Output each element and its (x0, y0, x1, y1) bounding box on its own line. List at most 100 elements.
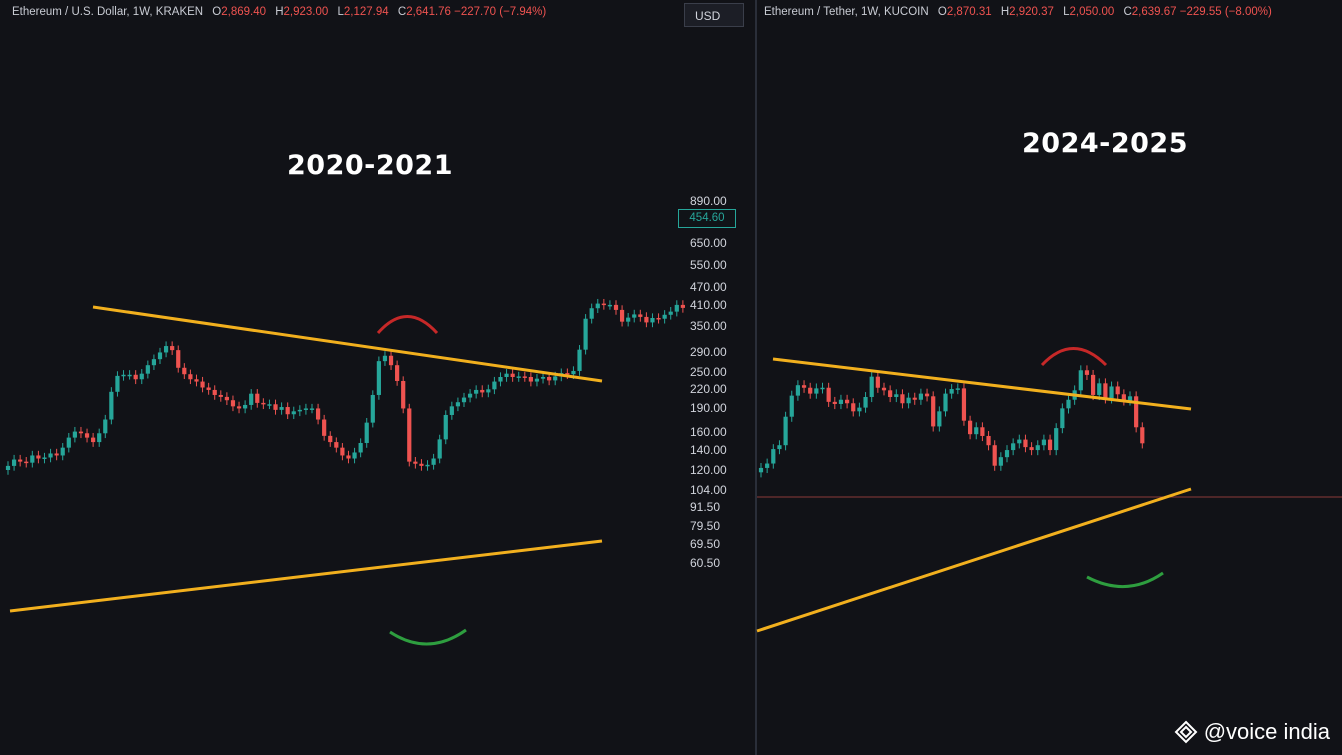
right-series-candle (1091, 374, 1096, 395)
left-series-candle (5, 465, 11, 471)
right-series-candle (1127, 396, 1133, 401)
left-series-candle (340, 447, 345, 456)
watermark: @voice india (1174, 719, 1330, 745)
left-series-candle (547, 376, 552, 381)
left-series-candle (498, 376, 503, 382)
left-series-candle (516, 376, 521, 378)
left-series-candle (613, 304, 619, 310)
currency-button[interactable]: USD (684, 3, 744, 27)
right-series-candle (961, 388, 967, 421)
left-series-candle (577, 349, 582, 371)
right-series-candle (857, 407, 862, 412)
left-series-candle (352, 452, 357, 459)
left-series-candle (632, 314, 637, 318)
right-symbol: Ethereum / Tether, 1W, KUCOIN (764, 6, 929, 18)
left-series-candle (188, 374, 193, 380)
right-o-label: O (937, 6, 947, 18)
right-series-candle (1121, 394, 1126, 401)
price-axis-label: 60.50 (690, 555, 721, 570)
left-series-candle (163, 346, 169, 353)
right-series-candle (1004, 450, 1010, 458)
left-series-candle (291, 411, 296, 415)
right-series-candle (980, 427, 985, 436)
left-series-candle (358, 442, 363, 453)
left-series-candle (255, 393, 260, 403)
left-series-candle (583, 318, 588, 350)
left-series-candle (42, 457, 47, 459)
right-series-candle (1041, 439, 1046, 446)
right-chart-panel[interactable]: Ethereum / Tether, 1W, KUCOIN O2,870.31 … (757, 0, 1342, 755)
left-series-candle (297, 409, 302, 412)
left-series-candle (638, 314, 643, 317)
left-series-candle (60, 447, 65, 456)
right-series-candle (1054, 428, 1059, 451)
left-series-candle (595, 303, 600, 309)
right-series-candle (826, 387, 831, 402)
left-series-candle (236, 406, 242, 409)
right-series-candle (974, 427, 979, 435)
right-c-label: C (1123, 6, 1132, 18)
left-chart-panel[interactable]: Ethereum / U.S. Dollar, 1W, KRAKEN O2,86… (0, 0, 755, 755)
right-series-candle (949, 389, 954, 394)
diamond-logo-icon (1174, 720, 1198, 744)
right-support-arc (1086, 571, 1164, 588)
left-series-candle (18, 459, 23, 462)
right-series-candle (1084, 370, 1090, 375)
left-series-candle (30, 455, 35, 463)
left-low: 2,127.94 (343, 6, 389, 18)
right-series-candle (1047, 439, 1053, 451)
right-series-candle (1097, 383, 1102, 395)
right-low: 2,050.00 (1069, 6, 1115, 18)
left-series-candle (674, 304, 679, 312)
right-series-candle (924, 393, 930, 397)
right-series-candle (1060, 408, 1065, 429)
left-series-candle (540, 376, 546, 379)
left-series-candle (176, 350, 181, 368)
left-series-candle (346, 455, 351, 459)
left-chart-legend: Ethereum / U.S. Dollar, 1W, KRAKEN O2,86… (12, 6, 546, 18)
left-series-candle (504, 373, 509, 377)
left-series-candle (249, 393, 254, 405)
right-series-candle (1011, 443, 1016, 451)
left-high: 2,923.00 (283, 6, 329, 18)
price-axis-label: 120.00 (690, 463, 727, 478)
left-series-candle (303, 408, 309, 410)
right-h-label: H (1000, 6, 1010, 18)
left-series-candle (139, 373, 144, 380)
right-series-candle (771, 449, 776, 464)
right-series-candle (801, 385, 807, 388)
price-axis-label: 470.00 (690, 279, 727, 294)
left-series-candle (11, 459, 17, 466)
right-series-candle (943, 393, 948, 412)
period-label-right: 2024-2025 (1022, 128, 1188, 159)
right-series-candle (1078, 370, 1083, 391)
price-axis-label: 190.00 (690, 401, 727, 416)
left-series-candle (218, 394, 223, 397)
right-series-candle (758, 467, 764, 473)
price-axis-label: 104.00 (690, 482, 727, 497)
left-series-candle (589, 308, 594, 319)
right-series-candle (1023, 439, 1028, 448)
right-series-candle (931, 396, 936, 427)
right-series-candle (888, 390, 893, 397)
left-series-candle (103, 419, 108, 434)
left-series-candle (644, 316, 649, 323)
price-axis-label: 79.50 (690, 518, 721, 533)
right-series-candle (795, 385, 800, 396)
left-series-candle (48, 453, 53, 458)
left-series-candle (243, 404, 248, 409)
left-series-candle (492, 381, 497, 390)
left-symbol: Ethereum / U.S. Dollar, 1W, KRAKEN (12, 6, 204, 18)
price-axis-label: 550.00 (690, 258, 727, 273)
left-series-candle (467, 393, 473, 398)
left-series-candle (419, 463, 424, 466)
panel-divider[interactable] (755, 0, 757, 755)
left-l-label: L (337, 6, 344, 18)
right-series-candle (1066, 399, 1071, 409)
left-series-candle (151, 359, 157, 366)
left-series-candle (474, 389, 479, 394)
left-series-candle (431, 458, 436, 465)
left-series-candle (662, 314, 667, 319)
left-o-label: O (212, 6, 222, 18)
right-series-candle (998, 457, 1003, 466)
